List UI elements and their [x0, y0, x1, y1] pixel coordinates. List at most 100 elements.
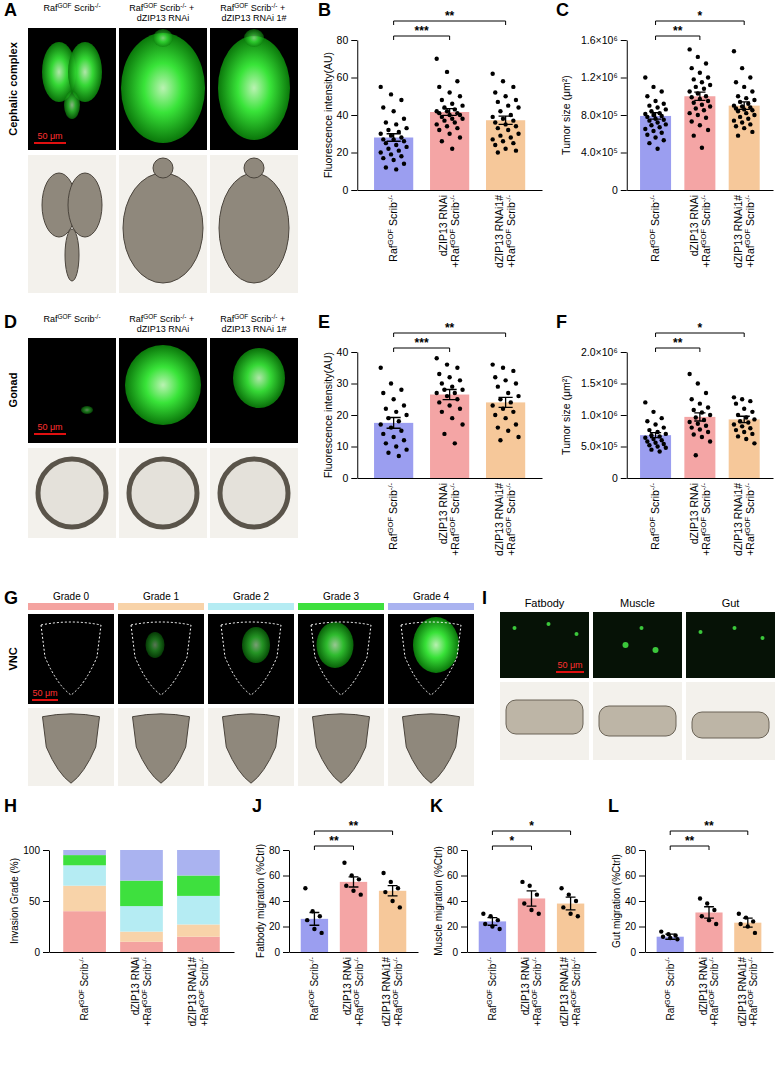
y-axis-title: Gut migration (%Ctrl) — [611, 854, 622, 948]
brightfield-image — [686, 682, 775, 760]
error-bar — [309, 912, 319, 925]
data-point — [497, 927, 501, 931]
y-tick-label: 20 — [337, 409, 349, 421]
brightfield-image — [298, 708, 384, 786]
data-point — [738, 922, 742, 926]
data-point — [742, 430, 746, 434]
data-point — [493, 90, 497, 94]
data-point — [529, 908, 533, 912]
row-label: Gonad — [7, 373, 19, 408]
fluorescence-image — [118, 614, 204, 704]
plot-area — [63, 850, 220, 952]
y-tick: 20 — [447, 921, 467, 932]
y-tick: 0 — [612, 184, 627, 196]
y-tick-label: 40 — [625, 896, 637, 907]
data-point — [342, 861, 346, 865]
x-tick-label: RafGOF Scrib-/- — [648, 195, 662, 262]
y-tick-label: 60 — [625, 870, 637, 881]
data-point — [655, 120, 659, 124]
panel-letter: B — [318, 0, 331, 20]
data-point — [535, 892, 539, 896]
data-point — [645, 419, 649, 423]
data-point — [404, 447, 408, 451]
data-point — [437, 372, 441, 376]
data-point — [645, 439, 649, 443]
data-point — [689, 119, 693, 123]
y-tick-mark — [639, 952, 645, 953]
x-axis-line — [358, 190, 543, 191]
y-tick-mark — [351, 447, 357, 448]
bar — [729, 106, 760, 190]
plot-area — [640, 47, 760, 190]
data-point — [447, 375, 451, 379]
error-bar — [694, 413, 705, 421]
fluorescent-signal — [575, 632, 579, 636]
data-point — [750, 108, 754, 112]
x-axis: RafGOF Scrib-/-dZIP13 RNAi +RafGOF Scrib… — [646, 952, 774, 1029]
data-point — [645, 132, 649, 136]
data-point — [647, 103, 651, 107]
data-point — [537, 912, 541, 916]
data-point — [706, 430, 710, 434]
bar — [729, 419, 760, 478]
bar-segment — [177, 850, 220, 876]
data-point — [653, 99, 657, 103]
panel-letter: E — [318, 312, 330, 332]
x-axis-line — [50, 952, 235, 953]
bar — [640, 435, 671, 478]
y-tick-mark — [351, 415, 357, 416]
data-point — [647, 141, 651, 145]
y-tick-label: 40 — [447, 896, 459, 907]
bar-segment — [63, 865, 106, 885]
data-point — [694, 106, 698, 110]
x-axis: RafGOF Scrib-/-dZIP13 RNAi +RafGOF Scrib… — [627, 190, 773, 271]
significance-label: ** — [673, 24, 683, 38]
error-bar — [665, 934, 675, 939]
y-axis-title: Fluorescence intensity(AU) — [322, 352, 334, 478]
brightfield-image — [119, 448, 207, 538]
data-point — [659, 929, 663, 933]
x-tick: RafGOF Scrib-/- — [648, 190, 662, 262]
data-point — [379, 422, 383, 426]
column-title: RafGOF Scrib-/- + dZIP13 RNAi — [129, 313, 196, 335]
data-point — [568, 912, 572, 916]
data-point — [437, 85, 441, 89]
fluorescence-image — [119, 338, 207, 443]
data-point — [706, 128, 710, 132]
data-point — [746, 117, 750, 121]
data-point — [402, 162, 406, 166]
fluorescence-image — [686, 612, 775, 678]
y-tick: 80 — [269, 845, 289, 856]
column-title: RafGOF Scrib-/- — [43, 2, 100, 14]
data-point — [742, 407, 746, 411]
data-point — [740, 397, 744, 401]
y-tick-mark — [351, 190, 357, 191]
y-tick-label: 2.0×10⁶ — [581, 346, 618, 358]
y-axis-line — [357, 353, 358, 479]
y-tick: 40 — [447, 896, 467, 907]
y-tick: 40 — [337, 109, 358, 121]
y-axis-line — [49, 851, 50, 953]
data-point — [694, 415, 698, 419]
data-point — [501, 79, 505, 83]
x-axis-line — [646, 952, 774, 953]
data-point — [450, 416, 454, 420]
data-point — [662, 425, 666, 429]
data-point — [394, 143, 398, 147]
brightfield-image — [210, 448, 298, 538]
y-tick-mark — [351, 115, 357, 116]
data-point — [732, 422, 736, 426]
data-point — [740, 120, 744, 124]
x-tick-label: RafGOF Scrib-/- — [662, 956, 676, 1020]
scale-bar-label: 50 μm — [557, 660, 582, 670]
bar — [374, 138, 413, 191]
data-point — [659, 416, 663, 420]
y-tick: 40 — [625, 896, 645, 907]
bar-segment — [63, 911, 106, 952]
x-tick: RafGOF Scrib-/- — [386, 190, 400, 262]
y-tick-label: 60 — [447, 870, 459, 881]
y-axis-title: Fluorescence intensity(AU) — [322, 52, 334, 178]
data-point — [503, 416, 507, 420]
x-axis: RafGOF Scrib-/-dZIP13 RNAi +RafGOF Scrib… — [627, 478, 773, 559]
x-tick-label: RafGOF Scrib-/- — [484, 956, 498, 1020]
